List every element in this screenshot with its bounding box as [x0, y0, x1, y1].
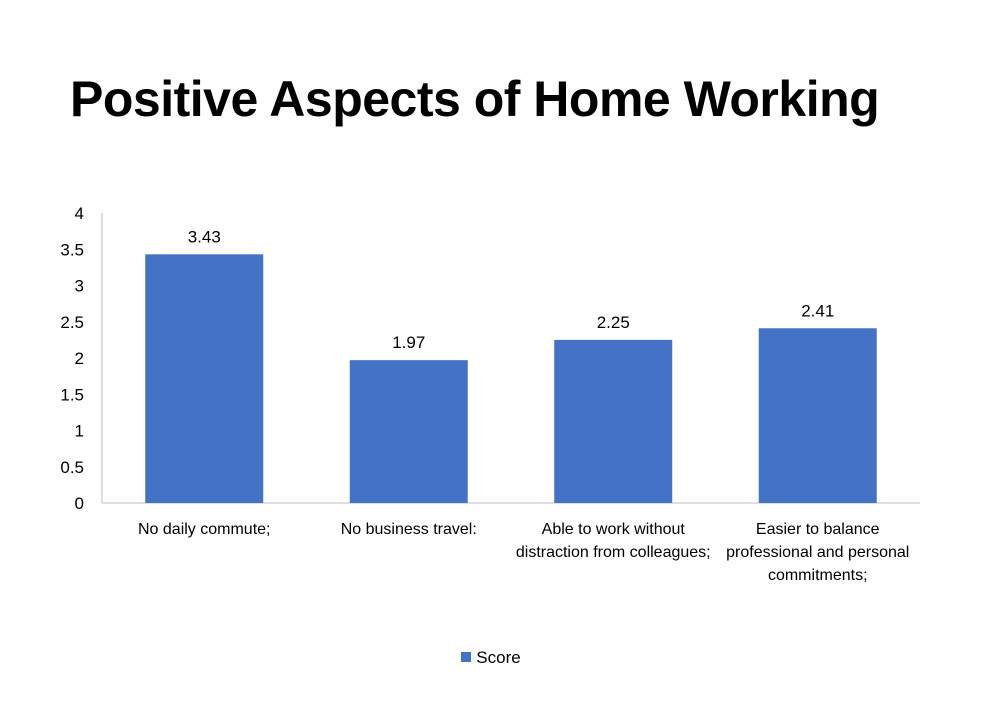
bar	[349, 360, 468, 503]
data-label: 1.97	[392, 333, 425, 352]
y-tick-label: 1.5	[60, 385, 84, 404]
x-category-label: No business travel:	[340, 521, 477, 538]
chart-title: Positive Aspects of Home Working	[70, 71, 880, 127]
data-label: 2.25	[597, 313, 630, 332]
data-label: 2.41	[801, 301, 834, 320]
y-tick-label: 0.5	[60, 458, 84, 477]
x-category-label: Able to work without distraction from co…	[515, 521, 711, 561]
y-tick-label: 1	[75, 422, 84, 441]
legend-swatch	[461, 652, 472, 662]
bar	[758, 328, 877, 503]
y-tick-label: 0	[75, 494, 84, 513]
legend: Score	[0, 648, 982, 668]
y-tick-label: 3	[75, 277, 84, 296]
data-label: 3.43	[188, 227, 221, 246]
bar	[554, 339, 673, 503]
y-tick-label: 2.5	[60, 313, 84, 332]
y-tick-label: 4	[75, 204, 84, 223]
bar	[145, 254, 264, 503]
legend-label: Score	[476, 648, 521, 667]
x-category-label: Easier to balance professional and perso…	[726, 521, 910, 584]
y-tick-label: 3.5	[60, 240, 84, 259]
x-category-label: No daily commute;	[138, 521, 271, 538]
y-tick-label: 2	[75, 349, 84, 368]
